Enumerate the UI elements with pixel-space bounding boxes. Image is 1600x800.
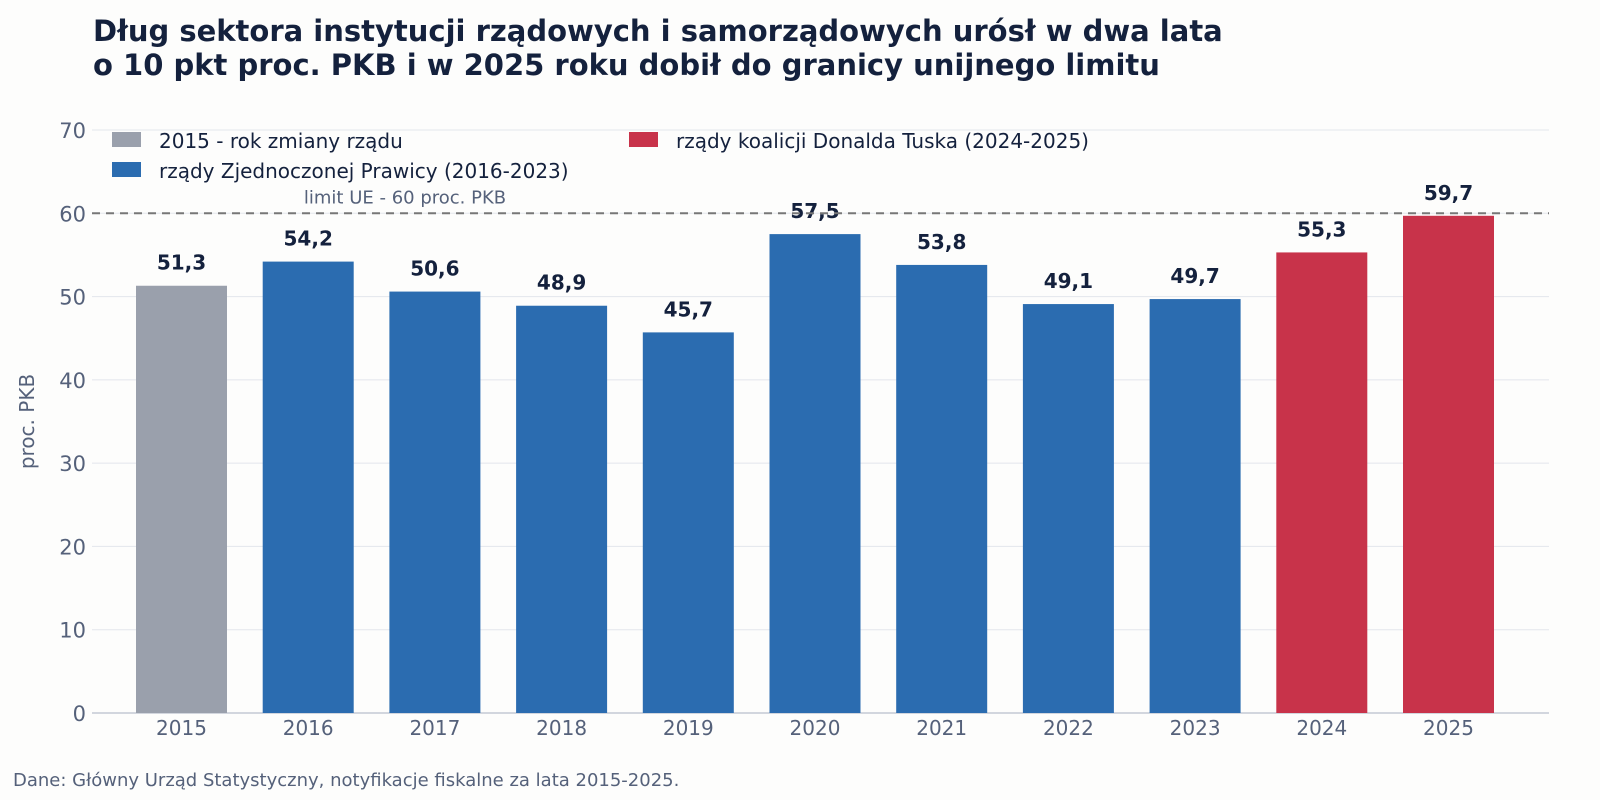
data-label-2019: 45,7 <box>664 297 713 321</box>
source-note: Dane: Główny Urząd Statystyczny, notyfik… <box>13 770 680 791</box>
y-tick-label: 70 <box>59 119 86 143</box>
x-tick-label-2023: 2023 <box>1170 716 1221 740</box>
x-tick-label-2016: 2016 <box>283 716 334 740</box>
y-tick-label: 10 <box>59 619 86 643</box>
data-label-2025: 59,7 <box>1424 181 1473 205</box>
y-tick-label: 40 <box>59 369 86 393</box>
legend-label-zp: rządy Zjednoczonej Prawicy (2016-2023) <box>159 159 569 183</box>
y-tick-label: 50 <box>59 286 86 310</box>
bar-2022 <box>1022 304 1114 713</box>
y-tick-label: 0 <box>73 702 86 726</box>
data-label-2016: 54,2 <box>284 227 333 251</box>
bar-2021 <box>896 264 988 713</box>
y-tick-label: 60 <box>59 202 86 226</box>
data-label-2024: 55,3 <box>1297 217 1346 241</box>
bar-2023 <box>1149 299 1241 713</box>
x-tick-label-2025: 2025 <box>1423 716 1474 740</box>
data-label-2023: 49,7 <box>1170 264 1219 288</box>
data-label-2017: 50,6 <box>410 257 459 281</box>
data-label-2022: 49,1 <box>1044 269 1093 293</box>
data-label-2021: 53,8 <box>917 230 966 254</box>
x-tick-label-2019: 2019 <box>663 716 714 740</box>
data-label-2015: 51,3 <box>157 251 206 275</box>
bar-2025 <box>1403 215 1494 713</box>
bar-2016 <box>262 261 354 713</box>
y-tick-label: 30 <box>59 452 86 476</box>
y-tick-label: 20 <box>59 535 86 559</box>
bar-2020 <box>769 234 861 713</box>
bar-2018 <box>516 305 608 713</box>
x-tick-label-2020: 2020 <box>790 716 841 740</box>
chart-title-line-2: o 10 pkt proc. PKB i w 2025 roku dobił d… <box>93 48 1160 82</box>
legend-swatch-2015 <box>112 132 141 147</box>
legend-swatch-tusk <box>629 132 658 147</box>
data-label-2020: 57,5 <box>790 199 839 223</box>
bar-2015 <box>136 285 227 713</box>
legend-swatch-zp <box>112 162 141 177</box>
chart-title-line-1: Dług sektora instytucji rządowych i samo… <box>93 14 1223 48</box>
x-tick-label-2021: 2021 <box>916 716 967 740</box>
y-axis-label: proc. PKB <box>15 374 39 469</box>
x-tick-label-2022: 2022 <box>1043 716 1094 740</box>
legend-label-tusk: rządy koalicji Donalda Tuska (2024-2025) <box>676 129 1089 153</box>
legend-label-2015: 2015 - rok zmiany rządu <box>159 129 403 153</box>
x-tick-label-2015: 2015 <box>156 716 207 740</box>
bar-2017 <box>389 291 481 713</box>
eu-limit-label: limit UE - 60 proc. PKB <box>304 187 506 208</box>
x-tick-label-2018: 2018 <box>536 716 587 740</box>
bar-2024 <box>1276 252 1368 713</box>
chart-title: Dług sektora instytucji rządowych i samo… <box>93 14 1223 82</box>
x-tick-label-2024: 2024 <box>1296 716 1347 740</box>
bar-2019 <box>642 332 734 713</box>
x-tick-label-2017: 2017 <box>409 716 460 740</box>
data-label-2018: 48,9 <box>537 271 586 295</box>
